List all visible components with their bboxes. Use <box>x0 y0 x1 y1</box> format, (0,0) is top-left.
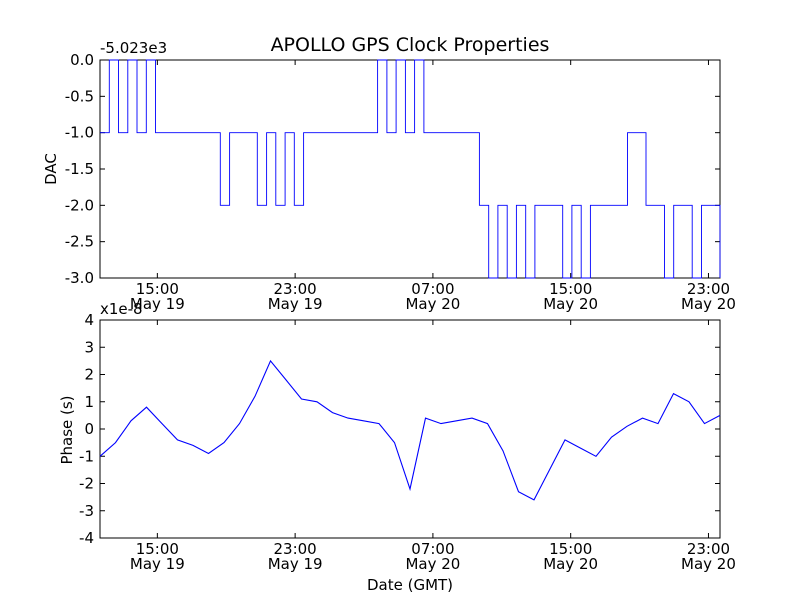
dac-x-tick-date: May 19 <box>130 295 185 313</box>
phase-y-ticks: 4 3 2 1 0 -1 -2 -3 -4 <box>79 311 720 547</box>
dac-x-tick-time: 07:00 <box>411 280 454 298</box>
dac-y-tick-label: -1.5 <box>65 160 94 178</box>
dac-series-line <box>100 59 721 279</box>
dac-plot-area <box>99 59 721 279</box>
dac-x-tick-time: 23:00 <box>274 280 317 298</box>
dac-x-tick-date: May 20 <box>405 295 460 313</box>
phase-y-tick-label: 3 <box>84 338 94 356</box>
dac-y-ticks: 0.0 -0.5 -1.0 -1.5 -2.0 -2.5 -3.0 <box>65 51 720 287</box>
phase-x-tick-time: 15:00 <box>136 540 179 558</box>
phase-series-line <box>99 359 721 501</box>
phase-y-tick-label: -2 <box>79 475 94 493</box>
dac-series <box>100 59 721 279</box>
phase-x-tick-time: 07:00 <box>411 540 454 558</box>
phase-y-tick-label: 0 <box>84 420 94 438</box>
phase-x-tick-date: May 19 <box>130 555 185 573</box>
phase-x-tick-time: 23:00 <box>274 540 317 558</box>
phase-x-tick-date: May 20 <box>405 555 460 573</box>
phase-y-tick-label: 2 <box>84 366 94 384</box>
phase-y-tick-label: 4 <box>84 311 94 329</box>
dac-x-tick-date: May 19 <box>268 295 323 313</box>
phase-x-tick-time: 23:00 <box>687 540 730 558</box>
dac-x-tick-time: 15:00 <box>549 280 592 298</box>
dac-y-tick-label: -2.5 <box>65 233 94 251</box>
dac-x-tick-date: May 20 <box>543 295 598 313</box>
dac-y-axis-label: DAC <box>42 153 60 185</box>
chart-title: APOLLO GPS Clock Properties <box>271 34 550 56</box>
phase-y-axis-label: Phase (s) <box>58 395 76 464</box>
phase-y-tick-label: -4 <box>79 529 94 547</box>
dac-y-tick-label: -2.0 <box>65 196 94 214</box>
phase-plot-area <box>99 319 721 539</box>
phase-series <box>99 359 721 501</box>
phase-x-tick-date: May 19 <box>268 555 323 573</box>
phase-y-tick-label: -3 <box>79 502 94 520</box>
dac-panel: -5.023e3 DAC 0.0 -0.5 -1.0 -1.5 -2.0 -2.5 -3.0… <box>42 39 736 313</box>
phase-offset-label: x1e-8 <box>100 300 143 318</box>
dac-y-tick-label: 0.0 <box>70 51 94 69</box>
dac-offset-label: -5.023e3 <box>100 39 167 57</box>
x-axis-label: Date (GMT) <box>367 576 453 594</box>
phase-panel: x1e-8 Phase (s) Date (GMT) 4 3 2 1 0 -1 -2 -3 -4… <box>58 300 736 594</box>
dac-x-tick-time: 15:00 <box>136 280 179 298</box>
dac-y-tick-label: -1.0 <box>65 124 94 142</box>
phase-x-tick-time: 15:00 <box>549 540 592 558</box>
dac-x-tick-date: May 20 <box>681 295 736 313</box>
phase-y-tick-label: -1 <box>79 447 94 465</box>
dac-y-tick-label: -3.0 <box>65 269 94 287</box>
phase-x-tick-date: May 20 <box>681 555 736 573</box>
phase-y-tick-label: 1 <box>84 393 94 411</box>
dac-y-tick-label: -0.5 <box>65 87 94 105</box>
phase-x-tick-date: May 20 <box>543 555 598 573</box>
dac-x-tick-time: 23:00 <box>687 280 730 298</box>
